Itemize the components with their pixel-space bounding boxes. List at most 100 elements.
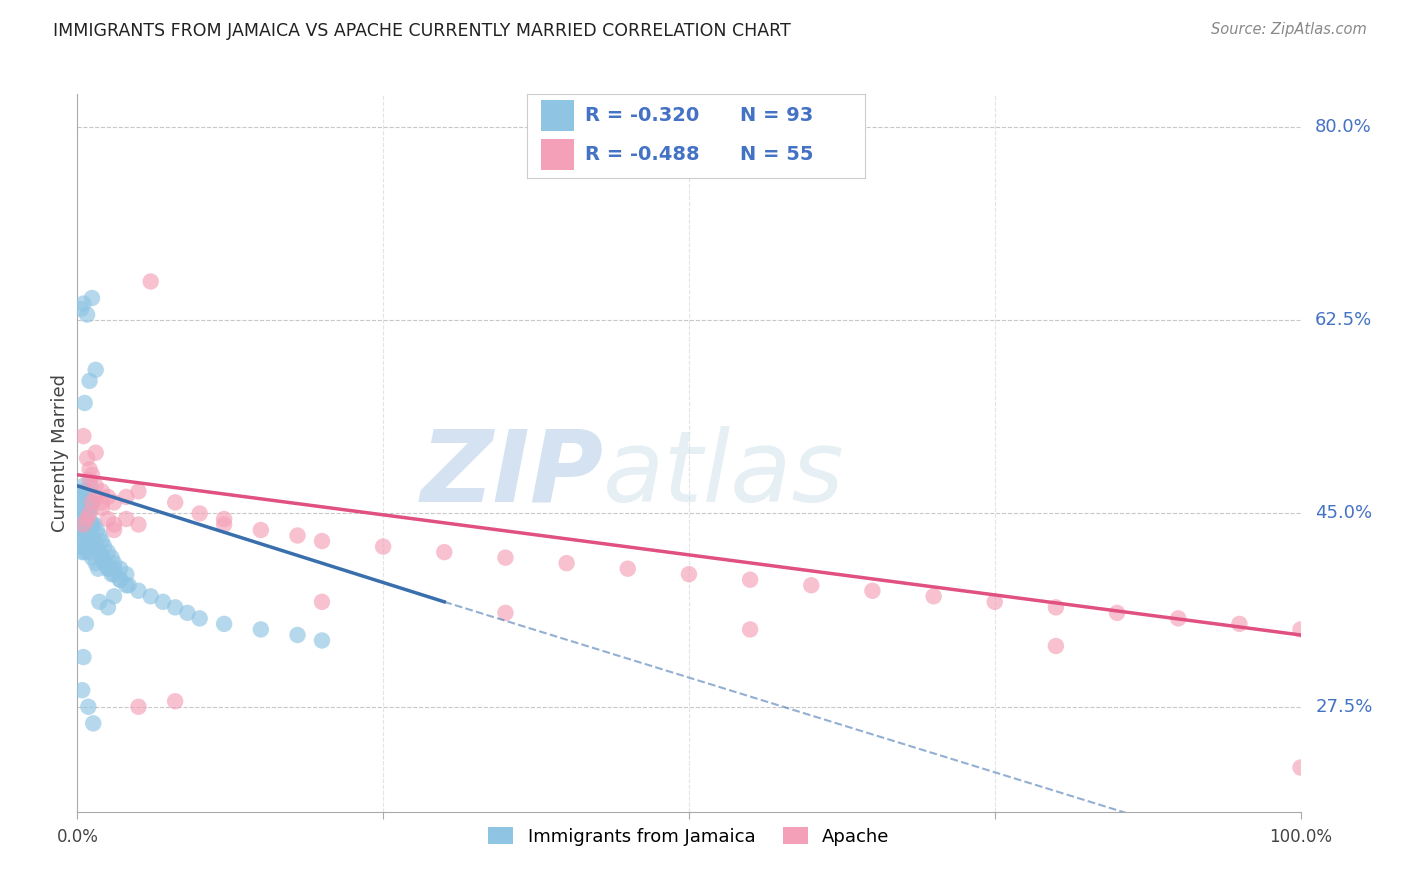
Point: [311, 534, 333, 549]
Point: [73, 545, 96, 559]
Point: [127, 484, 149, 499]
Point: [75, 484, 97, 499]
Point: [127, 583, 149, 598]
Text: 80.0%: 80.0%: [1315, 118, 1372, 136]
Point: [100, 550, 122, 565]
Point: [75, 528, 97, 542]
Point: [1289, 623, 1312, 637]
Point: [80, 467, 103, 482]
Point: [76, 451, 98, 466]
Point: [90, 550, 112, 565]
Point: [250, 523, 273, 537]
Text: 27.5%: 27.5%: [1315, 698, 1372, 715]
Point: [80, 479, 103, 493]
Point: [90, 495, 112, 509]
Point: [72, 500, 94, 515]
Point: [87, 562, 110, 576]
Text: 62.5%: 62.5%: [1315, 311, 1372, 329]
Point: [83, 517, 105, 532]
Point: [77, 517, 100, 532]
Text: R = -0.320: R = -0.320: [585, 106, 699, 125]
Point: [79, 517, 101, 532]
Point: [70, 545, 93, 559]
Point: [73, 517, 96, 532]
Point: [79, 473, 101, 487]
Text: R = -0.488: R = -0.488: [585, 145, 699, 164]
Point: [212, 616, 235, 631]
Point: [72, 540, 94, 554]
Text: N = 93: N = 93: [740, 106, 813, 125]
Point: [89, 545, 111, 559]
Point: [152, 595, 174, 609]
Point: [73, 495, 96, 509]
Point: [84, 363, 107, 377]
Point: [103, 495, 125, 509]
Point: [77, 484, 100, 499]
Point: [90, 484, 112, 499]
Point: [495, 550, 517, 565]
Point: [70, 301, 93, 317]
Point: [90, 500, 112, 515]
Point: [311, 633, 333, 648]
Point: [79, 462, 101, 476]
Point: [115, 490, 138, 504]
Point: [176, 606, 198, 620]
Point: [75, 507, 97, 521]
Point: [800, 578, 823, 592]
Point: [103, 517, 125, 532]
Point: [79, 540, 101, 554]
Point: [1167, 611, 1189, 625]
Point: [1107, 606, 1129, 620]
Legend: Immigrants from Jamaica, Apache: Immigrants from Jamaica, Apache: [481, 820, 897, 853]
Point: [165, 600, 187, 615]
Point: [98, 562, 121, 576]
Point: [80, 495, 103, 509]
Point: [139, 590, 162, 604]
Point: [80, 495, 103, 509]
Point: [108, 573, 131, 587]
Point: [108, 562, 131, 576]
Point: [86, 523, 108, 537]
Point: [76, 534, 98, 549]
Point: [1045, 600, 1067, 615]
Point: [73, 396, 96, 410]
Point: [89, 595, 111, 609]
Point: [76, 512, 98, 526]
Point: [984, 595, 1007, 609]
Point: [70, 540, 93, 554]
Point: [94, 556, 117, 570]
Point: [617, 562, 640, 576]
Point: [70, 490, 93, 504]
Point: [287, 528, 309, 542]
Point: [72, 429, 94, 443]
Point: [433, 545, 456, 559]
Point: [371, 540, 394, 554]
Point: [72, 517, 94, 532]
Point: [80, 291, 103, 305]
Point: [103, 567, 125, 582]
Text: atlas: atlas: [603, 425, 845, 523]
Point: [97, 545, 120, 559]
Point: [188, 507, 211, 521]
Point: [70, 683, 93, 698]
Point: [70, 507, 93, 521]
Point: [84, 479, 107, 493]
Y-axis label: Currently Married: Currently Married: [51, 374, 69, 532]
Text: Source: ZipAtlas.com: Source: ZipAtlas.com: [1211, 22, 1367, 37]
Text: 100.0%: 100.0%: [1270, 829, 1331, 847]
Point: [740, 573, 762, 587]
Point: [84, 490, 107, 504]
Point: [139, 275, 162, 289]
Point: [84, 445, 107, 460]
Text: 45.0%: 45.0%: [1315, 505, 1372, 523]
Point: [862, 583, 884, 598]
Point: [84, 556, 107, 570]
Point: [83, 534, 105, 549]
Point: [82, 716, 104, 731]
Point: [80, 550, 103, 565]
Point: [103, 590, 125, 604]
Point: [80, 517, 103, 532]
Point: [1229, 616, 1251, 631]
Point: [79, 523, 101, 537]
Point: [922, 590, 945, 604]
